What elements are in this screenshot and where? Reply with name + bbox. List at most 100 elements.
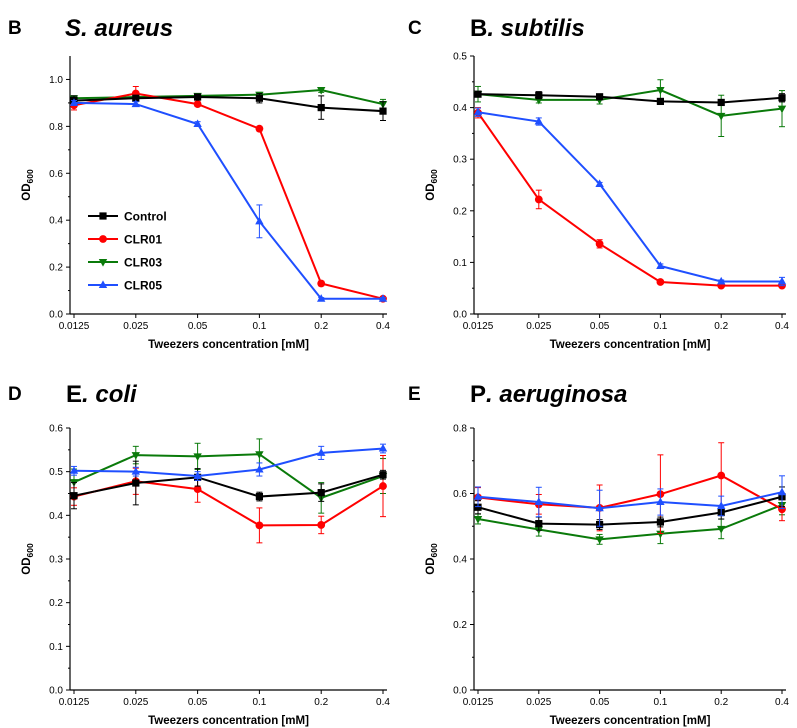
panel-e-ytick-label: 0.8 [453, 424, 467, 435]
data-point-clr03 [193, 453, 202, 461]
panel-e-letter: E [408, 384, 421, 405]
panel-c-xtick-label: 0.1 [653, 321, 667, 332]
panel-c-y-axis-title: OD600 [425, 169, 439, 201]
panel-b-xtick-label: 0.2 [314, 321, 328, 332]
panel-c-series-clr05 [473, 107, 787, 287]
data-point-clr05 [777, 487, 787, 496]
data-point-clr01 [255, 521, 264, 530]
panel-b-ytick-label: 1.0 [49, 75, 63, 86]
panel-b-ytick-label: 0.4 [49, 216, 63, 227]
data-point-control [317, 104, 325, 112]
series-line-clr01 [73, 92, 384, 300]
panel-d-series-clr03 [69, 438, 388, 514]
panel-d-ytick-label: 0.1 [49, 642, 63, 653]
panel-d-series-control [70, 460, 387, 510]
legend-marker-clr03 [98, 259, 108, 267]
legend-label-clr03: CLR03 [124, 256, 162, 270]
legend-marker-control [99, 212, 107, 220]
panel-c-ytick-label: 0.4 [453, 103, 467, 114]
panel-b-ytick-label: 0.2 [49, 263, 63, 274]
panel-b-ytick-label: 0.8 [49, 122, 63, 133]
panel-d-ytick-label: 0.6 [49, 424, 63, 435]
panel-c-ytick-label: 0.2 [453, 206, 467, 217]
panel-c-ytick-label: 0.3 [453, 155, 467, 166]
data-point-clr01 [717, 471, 726, 480]
panel-b-y-axis-title-main: OD [21, 183, 33, 200]
panel-e-y-axis-title-main: OD [425, 557, 437, 574]
panel-c-xtick-label: 0.4 [775, 321, 789, 332]
data-point-clr01 [317, 521, 326, 529]
legend-label-clr01: CLR01 [124, 233, 162, 247]
series-line-clr05 [477, 491, 783, 510]
data-point-control [596, 93, 604, 101]
data-point-clr01 [379, 482, 387, 490]
data-point-control [255, 492, 263, 501]
panel-c-ytick-label: 0.1 [453, 258, 467, 269]
data-point-control [379, 107, 387, 115]
panel-e-ytick-label: 0.2 [453, 620, 467, 631]
panel-b-xtick-label: 0.025 [123, 321, 148, 332]
series-line-clr05 [73, 101, 383, 300]
series-line-clr01 [477, 112, 782, 287]
data-point-control [656, 97, 664, 106]
panel-e-title: P. aeruginosa [470, 381, 627, 408]
data-point-control [656, 518, 664, 526]
data-point-clr05 [473, 492, 483, 500]
panel-d-series-clr01 [70, 455, 387, 544]
data-point-control [778, 94, 786, 102]
panel-c-series-clr03 [473, 79, 787, 137]
panel-e-ytick-label: 0.6 [453, 489, 467, 500]
panel-e-series-clr01 [474, 442, 786, 534]
panel-d-chart: D E. coli 0.0 0.1 0.2 0.3 0.4 0.5 0.6 0.0125 0.025… [8, 381, 390, 727]
data-point-clr05 [656, 497, 665, 506]
panel-c-series-control [474, 90, 786, 107]
data-point-clr05 [69, 98, 79, 106]
data-point-control [379, 471, 387, 479]
panel-e-xtick-label: 0.0125 [463, 697, 494, 708]
data-point-clr01 [193, 100, 202, 108]
panel-c-letter: C [408, 18, 422, 39]
data-point-clr05 [534, 116, 543, 125]
data-point-clr01 [317, 279, 326, 288]
data-point-clr05 [131, 99, 140, 108]
legend-label-control: Control [124, 210, 167, 224]
data-point-clr05 [255, 464, 264, 473]
data-point-control [70, 492, 78, 500]
panel-b-xtick-label: 0.1 [252, 321, 266, 332]
data-point-clr03 [717, 525, 726, 534]
data-point-clr03 [656, 530, 665, 539]
panel-d-title-italic: . coli [82, 381, 138, 408]
panel-d-x-axis-title: Tweezers concentration [mM] [148, 715, 309, 727]
panel-e-ytick-label: 0.0 [453, 686, 467, 697]
panel-e-xtick-label: 0.05 [590, 697, 610, 708]
panel-c-title-pre: B [470, 15, 487, 42]
panel-b-y-axis-title-sub: 600 [25, 169, 35, 183]
panel-e-y-axis-title-sub: 600 [429, 543, 439, 557]
panel-e-xtick-label: 0.2 [714, 697, 728, 708]
data-point-control [535, 91, 543, 99]
data-point-control [255, 94, 263, 102]
data-point-clr05 [317, 448, 326, 456]
data-point-clr03 [131, 452, 140, 460]
data-point-clr05 [656, 261, 665, 270]
panel-d-title-pre: E [66, 381, 82, 408]
data-point-control [132, 479, 140, 487]
panel-d-xtick-label: 0.1 [252, 697, 266, 708]
panel-b-ytick-label: 0.0 [49, 310, 63, 321]
data-point-clr05 [193, 471, 202, 480]
data-point-clr03 [656, 87, 665, 95]
panel-c-series-clr01 [474, 107, 786, 290]
panel-b-letter: B [8, 18, 22, 39]
panel-e-xtick-label: 0.1 [653, 697, 667, 708]
data-point-control [132, 94, 140, 102]
panel-b-xtick-label: 0.4 [376, 321, 390, 332]
data-point-clr05 [473, 107, 483, 116]
panel-b-ytick-label: 0.6 [49, 169, 63, 180]
series-line-clr03 [477, 504, 783, 541]
data-point-clr03 [473, 516, 483, 524]
series-line-clr03 [477, 89, 783, 117]
series-line-control [477, 495, 783, 526]
panel-c-x-axis-title: Tweezers concentration [mM] [550, 339, 711, 351]
series-line-clr05 [477, 111, 782, 283]
